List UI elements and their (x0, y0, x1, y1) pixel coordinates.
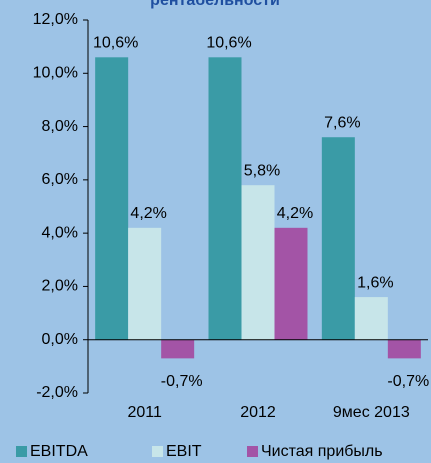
y-tick-label: 2,0% (42, 278, 78, 295)
data-label: 7,6% (324, 114, 360, 131)
y-tick-label: 12,0% (33, 11, 78, 28)
chart-title: рентабельности (150, 0, 280, 9)
bar (128, 227, 162, 340)
y-tick-label: 4,0% (42, 224, 78, 241)
x-tick-label: 2011 (127, 404, 162, 421)
data-label: 4,2% (277, 205, 313, 222)
data-label: 1,6% (357, 274, 393, 291)
legend-swatch (152, 446, 163, 457)
legend-swatch (16, 446, 27, 457)
legend-label: EBITDA (30, 443, 88, 460)
data-label: 5,8% (244, 162, 280, 179)
bar (354, 297, 388, 340)
data-label: -0,7% (387, 373, 429, 390)
y-tick-label: -2,0% (36, 384, 78, 401)
bar (321, 137, 355, 340)
data-label: 4,2% (130, 205, 166, 222)
data-label: -0,7% (161, 373, 203, 390)
bar (387, 339, 421, 359)
data-label: 10,6% (206, 35, 251, 52)
bar (241, 185, 275, 340)
bar (161, 339, 195, 359)
legend-label: EBIT (166, 443, 202, 460)
data-label: 10,6% (93, 35, 138, 52)
legend-swatch (247, 446, 258, 457)
y-tick-label: 0,0% (42, 331, 78, 348)
x-tick-label: 2012 (240, 404, 276, 421)
y-tick-label: 6,0% (42, 171, 78, 188)
bar (208, 57, 242, 340)
y-tick-label: 8,0% (42, 118, 78, 135)
bar (95, 57, 129, 340)
legend-label: Чистая прибыль (261, 443, 383, 460)
y-tick-label: 10,0% (33, 65, 78, 82)
bar (274, 227, 308, 340)
x-tick-label: 9мес 2013 (333, 404, 410, 421)
